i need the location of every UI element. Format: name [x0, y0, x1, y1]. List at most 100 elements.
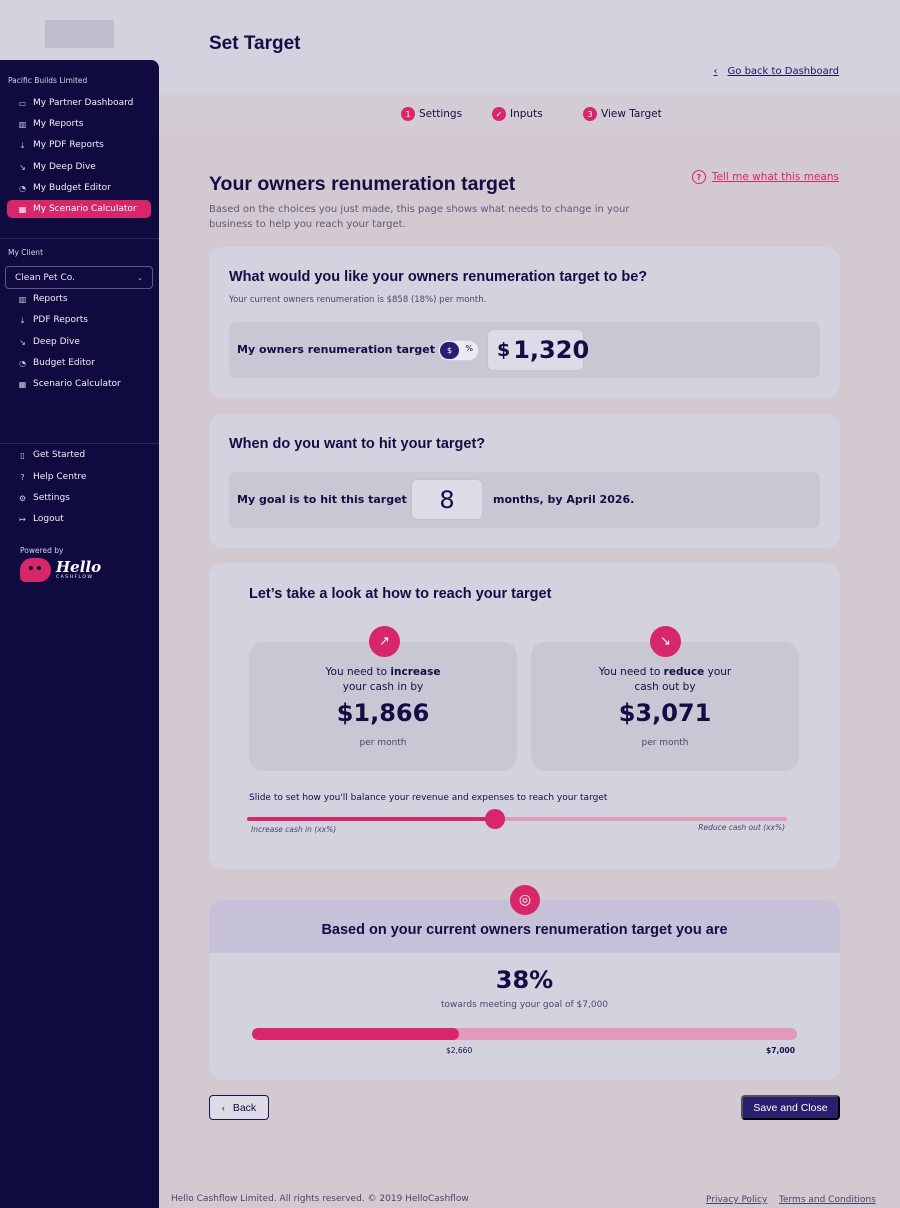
back-button[interactable]: ‹ Back: [209, 1095, 269, 1120]
trend-down-icon: ↘: [19, 337, 26, 347]
bar-chart-icon: ▥: [18, 294, 27, 304]
balance-slider[interactable]: [247, 809, 787, 829]
question-icon: ?: [691, 170, 706, 184]
unit-toggle[interactable]: $ %: [438, 340, 479, 361]
sidebar-item-my-pdf-reports[interactable]: ⤓ My PDF Reports: [7, 136, 151, 154]
target-date-text: months, by April 2026.: [493, 493, 635, 506]
calculator-icon: ▦: [18, 204, 27, 214]
chevron-down-icon: ⌄: [137, 273, 143, 282]
progress-current-label: $2,660: [445, 1046, 473, 1055]
sidebar-item-label: Deep Dive: [33, 337, 80, 347]
save-and-close-button[interactable]: Save and Close: [741, 1095, 840, 1120]
calculator-icon: ▦: [18, 379, 27, 389]
gear-icon: ⚙: [18, 493, 27, 503]
sidebar-item-label: Settings: [33, 493, 70, 503]
sidebar-item-label: My Deep Dive: [33, 162, 96, 172]
step-number-badge: 1: [401, 107, 415, 121]
target-icon: ◎: [510, 885, 540, 915]
slider-right-label: Reduce cash out (xx%): [698, 823, 785, 832]
sidebar-item-reports[interactable]: ▥ Reports: [7, 290, 151, 308]
logo-area: [0, 0, 159, 60]
sidebar-item-settings[interactable]: ⚙ Settings: [7, 489, 151, 507]
sidebar-item-label: My PDF Reports: [33, 140, 104, 150]
powered-by-label: Powered by: [20, 546, 64, 555]
sidebar-item-label: My Budget Editor: [33, 183, 111, 193]
stepper: 1 Settings ✓ Inputs 3 View Target: [159, 93, 900, 134]
progress-bar: [252, 1028, 797, 1040]
timeline-card: When do you want to hit your target? My …: [209, 414, 840, 548]
step-view-target[interactable]: 3 View Target: [583, 107, 662, 121]
sidebar-item-help-centre[interactable]: ? Help Centre: [7, 468, 151, 486]
book-icon: ▯: [20, 450, 25, 460]
progress-bar-fill: [252, 1028, 460, 1040]
check-icon: ✓: [492, 107, 506, 121]
sidebar-item-label: My Scenario Calculator: [33, 204, 137, 214]
sidebar-item-label: Budget Editor: [33, 358, 95, 368]
brand-word: Hello: [56, 557, 102, 576]
increase-cash-in-box: You need to increase your cash in by $1,…: [249, 642, 517, 771]
currency-symbol: $: [497, 339, 511, 361]
reduce-value: $3,071: [618, 699, 712, 727]
brand-sub: CASHFLOW: [56, 574, 94, 580]
sidebar-item-my-budget-editor[interactable]: ◔ My Budget Editor: [7, 179, 151, 197]
sidebar-item-my-reports[interactable]: ▥ My Reports: [7, 115, 151, 133]
sidebar-item-partner-dashboard[interactable]: ▭ My Partner Dashboard: [7, 94, 151, 112]
download-icon: ⤓: [20, 315, 25, 325]
sidebar-divider: [0, 238, 159, 239]
slider-caption: Slide to set how you'll balance your rev…: [249, 793, 608, 803]
progress-goal-label: $7,000: [766, 1046, 795, 1055]
target-amount-input[interactable]: $ 1,320: [487, 329, 589, 371]
hello-cashflow-logo: Hello CASHFLOW: [20, 558, 101, 582]
chevron-left-icon: ‹: [713, 66, 718, 77]
privacy-policy-link[interactable]: Privacy Policy: [706, 1195, 768, 1205]
sidebar-item-budget-editor[interactable]: ◔ Budget Editor: [7, 354, 151, 372]
sidebar-item-label: My Reports: [33, 119, 84, 129]
sidebar-item-label: Logout: [33, 514, 64, 524]
increase-period: per month: [359, 738, 407, 748]
sidebar-item-label: Get Started: [33, 450, 86, 460]
section-description: Based on the choices you just made, this…: [209, 204, 630, 230]
client-select[interactable]: Clean Pet Co. ⌄: [5, 266, 153, 289]
tell-me-label: Tell me what this means: [711, 171, 839, 183]
trend-down-icon: ↘: [19, 162, 26, 172]
client-section-label: My Client: [8, 248, 44, 257]
sidebar-item-get-started[interactable]: ▯ Get Started: [7, 446, 151, 464]
sidebar-item-logout[interactable]: ↦ Logout: [7, 510, 151, 528]
tell-me-link[interactable]: ? Tell me what this means: [691, 170, 839, 184]
help-icon: ?: [20, 472, 25, 482]
sidebar-item-pdf-reports[interactable]: ⤓ PDF Reports: [7, 311, 151, 329]
step-inputs[interactable]: ✓ Inputs: [492, 107, 543, 121]
back-to-dashboard-link[interactable]: ‹ Go back to Dashboard: [714, 66, 839, 77]
pie-chart-icon: ◔: [19, 183, 26, 193]
org-name: Pacific Builds Limited: [8, 76, 88, 85]
slider-handle[interactable]: [485, 809, 506, 829]
increase-value: $1,866: [336, 699, 430, 727]
months-input[interactable]: 8: [411, 479, 483, 520]
toggle-dollar-option[interactable]: $: [440, 342, 459, 359]
target-row-label: My owners renumeration target is: [237, 343, 450, 356]
download-icon: ⤓: [20, 140, 25, 150]
current-renumeration: Your current owners renumeration is $858…: [229, 295, 487, 305]
reduce-cash-out-box: You need to reduce your cash out by $3,0…: [531, 642, 799, 771]
terms-link[interactable]: Terms and Conditions: [779, 1195, 876, 1205]
target-card: What would you like your owners renumera…: [209, 247, 840, 398]
sidebar-item-deep-dive[interactable]: ↘ Deep Dive: [7, 333, 151, 351]
section-title: Your owners renumeration target: [209, 173, 516, 195]
timeline-row-label: My goal is to hit this target in: [237, 493, 423, 506]
toggle-percent-option[interactable]: %: [465, 344, 473, 353]
back-to-dashboard-label: Go back to Dashboard: [727, 66, 839, 77]
partner-logo: [45, 20, 114, 48]
sidebar-item-my-scenario-calculator[interactable]: ▦ My Scenario Calculator: [7, 200, 151, 218]
reduce-text: You need to reduce your cash out by: [598, 666, 732, 693]
step-label: Settings: [419, 108, 463, 120]
sidebar: Pacific Builds Limited ▭ My Partner Dash…: [0, 60, 159, 1208]
bar-chart-icon: ▥: [18, 119, 27, 129]
step-settings[interactable]: 1 Settings: [401, 107, 462, 121]
sidebar-item-scenario-calculator[interactable]: ▦ Scenario Calculator: [7, 375, 151, 393]
sidebar-item-my-deep-dive[interactable]: ↘ My Deep Dive: [7, 158, 151, 176]
step-number-badge: 3: [583, 107, 597, 121]
sidebar-item-label: Reports: [33, 294, 68, 304]
step-label: Inputs: [510, 108, 543, 120]
reach-target-title: Let’s take a look at how to reach your t…: [249, 586, 552, 602]
sidebar-item-label: Help Centre: [33, 472, 87, 482]
